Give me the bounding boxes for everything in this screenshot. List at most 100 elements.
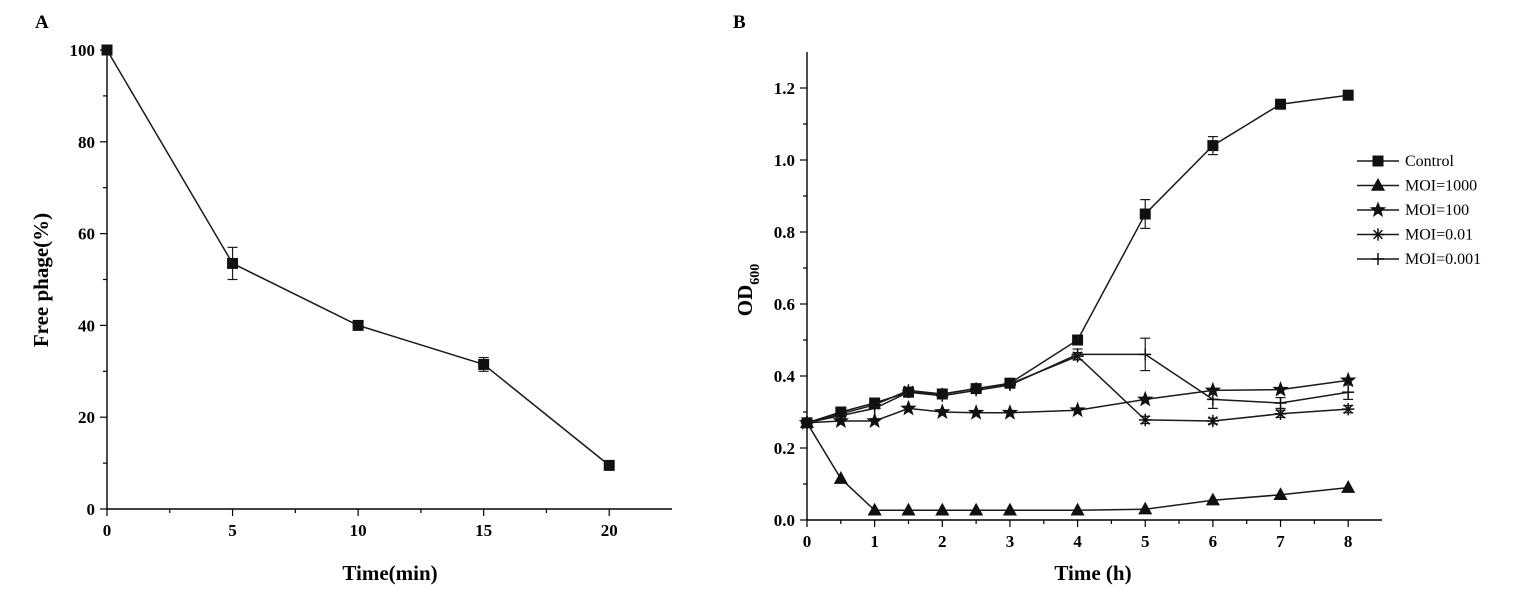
series-moi-0-001 bbox=[801, 337, 1355, 429]
data-point bbox=[1137, 390, 1154, 407]
panel-b-x-ticks: 0 1 2 3 4 5 6 7 8 bbox=[803, 520, 1353, 551]
data-point bbox=[1139, 348, 1152, 361]
panel-b: B 0.0 0.2 0.4 0.6 0.8 1.0 1.2 0 1 2 3 4 5 6 7 8 Contro… bbox=[733, 12, 1481, 585]
series-moi-100 bbox=[798, 371, 1357, 430]
x-tick-label: 8 bbox=[1344, 532, 1353, 551]
legend-label: MOI=100 bbox=[1405, 202, 1469, 219]
data-point bbox=[801, 416, 813, 429]
legend-item: MOI=100 bbox=[1357, 201, 1469, 219]
legend-marker bbox=[1372, 253, 1384, 265]
data-point bbox=[1274, 407, 1287, 420]
x-tick-label: 20 bbox=[601, 521, 618, 540]
data-point bbox=[478, 358, 490, 370]
x-tick-label: 7 bbox=[1276, 532, 1285, 551]
data-point bbox=[101, 44, 113, 56]
data-point bbox=[1003, 379, 1016, 391]
legend-marker bbox=[1372, 155, 1384, 167]
panel-b-x-axis-title: Time (h) bbox=[1054, 561, 1131, 585]
legend-item: MOI=1000 bbox=[1357, 178, 1477, 195]
series-line bbox=[806, 353, 1349, 424]
data-point bbox=[902, 386, 915, 399]
data-point bbox=[901, 502, 916, 516]
panel-a-y-axis-title: Free phage(%) bbox=[29, 213, 53, 347]
legend-label: MOI=0.001 bbox=[1405, 251, 1481, 268]
data-point bbox=[1342, 386, 1355, 399]
data-point bbox=[970, 384, 983, 397]
data-point bbox=[1339, 371, 1357, 388]
x-tick-label: 10 bbox=[350, 521, 367, 540]
panel-a-label: A bbox=[35, 12, 49, 33]
data-point bbox=[1002, 502, 1017, 516]
data-point bbox=[900, 399, 917, 416]
svg-text:OD600: OD600 bbox=[733, 264, 763, 317]
x-tick-label: 2 bbox=[938, 532, 947, 551]
data-point bbox=[1342, 89, 1354, 101]
legend-label: MOI=1000 bbox=[1405, 178, 1477, 195]
legend-marker bbox=[1369, 201, 1387, 217]
x-tick-label: 5 bbox=[1141, 532, 1150, 551]
panel-a-y-ticks: 0 20 40 60 80 100 bbox=[70, 41, 107, 519]
data-point bbox=[868, 402, 881, 415]
x-tick-label: 6 bbox=[1209, 532, 1218, 551]
series-free-phage bbox=[101, 44, 615, 471]
series-line bbox=[106, 49, 610, 466]
data-point bbox=[1138, 501, 1153, 515]
panel-b-label: B bbox=[733, 12, 746, 33]
y-tick-label: 0.0 bbox=[774, 511, 795, 530]
data-point bbox=[833, 471, 848, 484]
data-point bbox=[1205, 492, 1220, 506]
y-tick-label: 80 bbox=[78, 133, 95, 152]
x-tick-label: 3 bbox=[1006, 532, 1015, 551]
legend-item: MOI=0.001 bbox=[1357, 251, 1481, 268]
x-tick-label: 0 bbox=[803, 532, 812, 551]
x-tick-label: 4 bbox=[1073, 532, 1082, 551]
y-tick-label: 100 bbox=[70, 41, 96, 60]
data-point bbox=[1070, 502, 1085, 516]
x-tick-label: 0 bbox=[103, 521, 112, 540]
legend-item: Control bbox=[1357, 153, 1454, 170]
data-point bbox=[1275, 98, 1287, 110]
y-tick-label: 1.0 bbox=[774, 151, 795, 170]
y-tick-label: 60 bbox=[78, 225, 95, 244]
data-point bbox=[1272, 381, 1289, 397]
series-line bbox=[806, 355, 1349, 424]
data-point bbox=[1139, 413, 1152, 427]
panel-b-y-axis-title: OD600 bbox=[733, 264, 763, 317]
legend-label: MOI=0.01 bbox=[1405, 227, 1473, 244]
data-point bbox=[1001, 404, 1019, 420]
series-line bbox=[806, 94, 1349, 424]
data-point bbox=[969, 502, 984, 516]
data-point bbox=[834, 409, 847, 422]
legend-item: MOI=0.01 bbox=[1357, 227, 1473, 244]
x-tick-label: 5 bbox=[228, 521, 237, 540]
x-tick-label: 1 bbox=[870, 532, 879, 551]
panel-b-y-ticks: 0.0 0.2 0.4 0.6 0.8 1.0 1.2 bbox=[774, 79, 807, 530]
data-point bbox=[603, 459, 615, 471]
legend-marker bbox=[1370, 177, 1386, 191]
series-line bbox=[806, 422, 1349, 512]
y-tick-label: 0.8 bbox=[774, 223, 795, 242]
x-tick-label: 15 bbox=[475, 521, 492, 540]
legend-label: Control bbox=[1405, 153, 1454, 170]
y-tick-label: 20 bbox=[78, 408, 95, 427]
panel-a-x-ticks: 0 5 10 15 20 bbox=[103, 509, 618, 540]
series-line bbox=[806, 379, 1349, 424]
series-control bbox=[801, 89, 1354, 429]
data-point bbox=[1207, 140, 1219, 152]
data-point bbox=[967, 404, 985, 420]
data-point bbox=[934, 403, 951, 419]
legend-marker bbox=[1371, 228, 1385, 241]
data-point bbox=[1071, 348, 1084, 361]
data-point bbox=[227, 257, 239, 269]
data-point bbox=[867, 502, 882, 516]
y-tick-label: 0 bbox=[87, 500, 96, 519]
y-tick-label: 40 bbox=[78, 316, 95, 335]
data-point bbox=[935, 502, 950, 516]
data-point bbox=[352, 319, 364, 331]
y-tick-label: 0.6 bbox=[774, 295, 795, 314]
data-point bbox=[1206, 414, 1220, 428]
y-tick-label: 0.4 bbox=[774, 367, 796, 386]
data-point bbox=[1139, 208, 1151, 220]
data-point bbox=[936, 389, 949, 402]
